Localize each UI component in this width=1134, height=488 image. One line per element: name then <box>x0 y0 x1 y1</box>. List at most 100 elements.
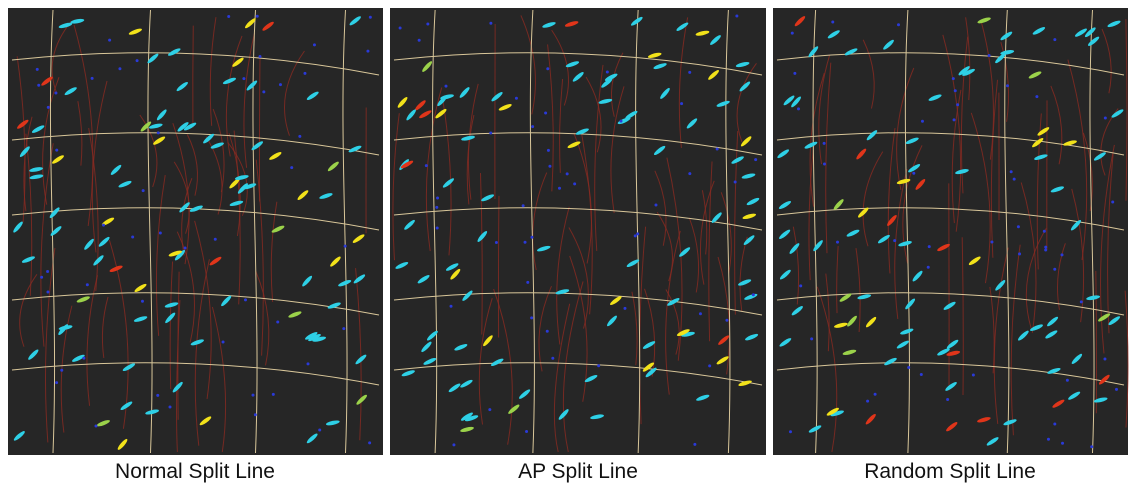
dot <box>94 425 97 428</box>
dot <box>227 15 230 18</box>
dot <box>546 330 549 333</box>
dot <box>436 196 439 199</box>
dot <box>716 148 719 151</box>
dot <box>1044 248 1047 251</box>
dot <box>988 54 991 57</box>
dot <box>573 182 576 185</box>
dot <box>168 406 171 409</box>
dot <box>952 77 955 80</box>
dot <box>606 70 609 73</box>
dot <box>1103 357 1106 360</box>
dot <box>159 232 162 235</box>
dot <box>366 50 369 53</box>
dot <box>495 241 498 244</box>
dot <box>754 158 757 161</box>
dot <box>734 181 737 184</box>
dot <box>418 39 421 42</box>
dot <box>214 238 217 241</box>
dot <box>946 398 949 401</box>
dot <box>515 97 518 100</box>
dot <box>522 204 525 207</box>
dot <box>531 125 534 128</box>
dot <box>735 15 738 18</box>
dot <box>725 319 728 322</box>
dot <box>436 227 439 230</box>
dot <box>693 443 696 446</box>
dot <box>566 172 569 175</box>
dot <box>866 400 869 403</box>
dot <box>836 241 839 244</box>
dot <box>1053 422 1056 425</box>
dot <box>1044 246 1047 249</box>
dot <box>634 234 637 237</box>
dot <box>307 362 310 365</box>
dot <box>1053 268 1056 271</box>
dot <box>262 90 265 93</box>
dot <box>342 327 345 330</box>
dot <box>1060 253 1063 256</box>
dot <box>953 118 956 121</box>
dot <box>1018 252 1021 255</box>
dot <box>222 341 225 344</box>
dot <box>956 103 959 106</box>
dot <box>40 276 43 279</box>
dot <box>86 283 89 286</box>
dot <box>1043 230 1046 233</box>
dot <box>55 381 58 384</box>
dot <box>489 22 492 25</box>
dot <box>752 293 755 296</box>
dot <box>136 59 139 62</box>
dot <box>810 337 813 340</box>
dot <box>290 166 293 169</box>
dot <box>699 312 702 315</box>
dot <box>1111 201 1114 204</box>
dot <box>344 245 347 248</box>
dot <box>303 72 306 75</box>
figure: Normal Split Line AP Split Line Random S… <box>0 0 1134 488</box>
dot <box>399 26 402 29</box>
dot <box>927 266 930 269</box>
dot <box>789 430 792 433</box>
dot <box>1066 379 1069 382</box>
dot <box>1104 117 1107 120</box>
dot <box>313 43 316 46</box>
dot <box>954 89 957 92</box>
dot <box>1010 170 1013 173</box>
dot <box>46 291 49 294</box>
dot <box>688 172 691 175</box>
dot <box>544 111 547 114</box>
dot <box>276 320 279 323</box>
dot <box>525 430 528 433</box>
dot <box>156 394 159 397</box>
dot <box>793 72 796 75</box>
dot <box>488 408 491 411</box>
dot <box>141 300 144 303</box>
dot <box>823 142 826 145</box>
dot <box>972 373 975 376</box>
dot <box>108 39 111 42</box>
dot <box>272 393 275 396</box>
dot <box>530 316 533 319</box>
dot <box>258 55 261 58</box>
dot <box>1053 38 1056 41</box>
dot <box>426 23 429 26</box>
dot <box>524 241 527 244</box>
dot <box>907 366 910 369</box>
dot <box>36 68 39 71</box>
dot <box>1017 225 1020 228</box>
dot <box>547 149 550 152</box>
dot <box>597 364 600 367</box>
dot <box>489 132 492 135</box>
dot <box>244 298 247 301</box>
dot <box>1115 388 1118 391</box>
dot <box>425 164 428 167</box>
dot <box>251 394 254 397</box>
caption: AP Split Line <box>518 460 638 483</box>
dot <box>1090 445 1093 448</box>
streamline <box>259 57 260 201</box>
dot <box>1061 442 1064 445</box>
dot <box>82 357 85 360</box>
dot <box>623 307 626 310</box>
dot <box>823 162 826 165</box>
dot <box>118 67 121 70</box>
